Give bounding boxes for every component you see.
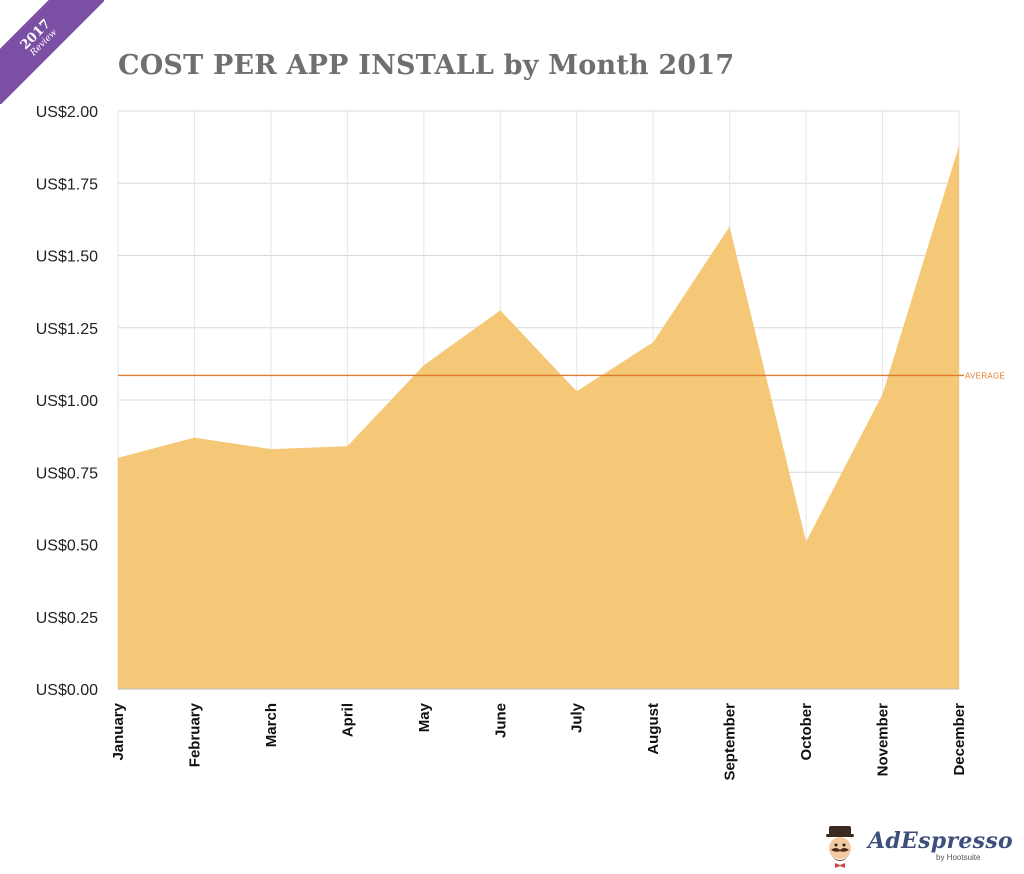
data-point [882,393,884,395]
x-tick-label: October [798,703,815,761]
data-point [652,341,654,343]
data-point [805,541,807,543]
y-tick-label: US$1.50 [36,249,98,266]
chart-title: COST PER APP INSTALL by Month 2017 [118,50,735,81]
y-tick-label: US$2.00 [36,104,98,121]
x-tick-label: November [875,703,892,777]
data-point [193,437,195,439]
average-layer: AVERAGE [118,371,1005,380]
y-tick-label: US$0.00 [36,682,98,699]
y-tick-label: US$1.25 [36,321,98,338]
data-point [499,309,501,311]
area-layer [117,145,960,690]
x-tick-label: September [722,703,739,781]
x-tick-label: March [263,703,280,747]
y-axis-labels: US$0.00 US$0.25 US$0.50 US$0.75 US$1.00 US$1.… [36,104,98,699]
average-label: AVERAGE [965,371,1005,380]
data-point [270,448,272,450]
area-series [118,145,959,689]
data-point [576,390,578,392]
x-tick-label: July [569,702,586,733]
data-point [346,445,348,447]
y-tick-label: US$0.25 [36,610,98,627]
data-point [117,457,119,459]
data-point [958,145,960,147]
adespresso-logo: AdEspresso by Hootsuite [818,824,1018,868]
y-tick-label: US$1.00 [36,393,98,410]
x-axis-labels: January February March April May June July Augu… [110,702,968,780]
x-tick-label: June [492,703,509,738]
y-tick-label: US$1.75 [36,176,98,193]
mascot-icon [826,826,854,868]
y-tick-label: US$0.75 [36,465,98,482]
x-tick-label: January [110,702,127,760]
x-tick-label: May [416,702,433,732]
x-tick-label: April [339,703,356,737]
x-tick-label: February [186,702,203,767]
logo-byline: by Hootsuite [936,853,981,862]
x-tick-label: December [951,703,968,776]
data-point [423,364,425,366]
y-tick-label: US$0.50 [36,538,98,555]
x-tick-label: August [645,703,662,755]
data-point [729,226,731,228]
logo-brand: AdEspresso [868,828,1014,854]
